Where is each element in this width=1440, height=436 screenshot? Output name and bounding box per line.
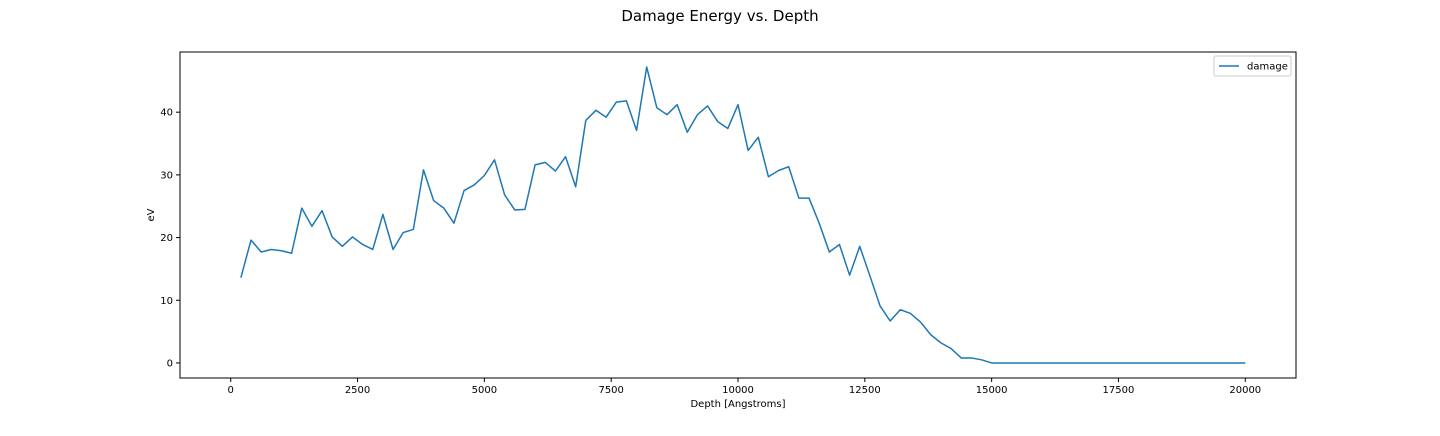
x-tick-label: 2500	[345, 385, 370, 396]
axes-frame	[179, 51, 1297, 379]
x-tick-label: 10000	[722, 385, 754, 396]
legend-box	[1213, 55, 1292, 77]
x-tick-label: 0	[228, 385, 234, 396]
x-tick-label: 15000	[976, 385, 1008, 396]
x-tick-label: 7500	[598, 385, 623, 396]
x-tick-label: 17500	[1103, 385, 1135, 396]
y-axis: 0 10 20 30 40	[160, 108, 180, 369]
legend: damage	[1213, 55, 1292, 77]
series-line-damage	[240, 66, 1246, 364]
x-axis: 0 2500 5000 7500 10000 12500 15000 17500 20000	[228, 378, 1261, 396]
y-tick-label: 30	[160, 170, 173, 181]
x-tick-label: 20000	[1229, 385, 1261, 396]
y-tick-label: 40	[160, 108, 173, 119]
legend-label-damage: damage	[1247, 62, 1288, 73]
x-tick-label: 12500	[849, 385, 881, 396]
y-tick-label: 20	[160, 233, 173, 244]
chart-title: Damage Energy vs. Depth	[621, 7, 818, 25]
y-axis-label: eV	[146, 208, 157, 221]
x-axis-label: Depth [Angstroms]	[690, 399, 785, 410]
plot-area	[240, 66, 1246, 364]
x-tick-label: 5000	[472, 385, 497, 396]
y-tick-label: 10	[160, 296, 173, 307]
y-tick-label: 0	[167, 358, 173, 369]
